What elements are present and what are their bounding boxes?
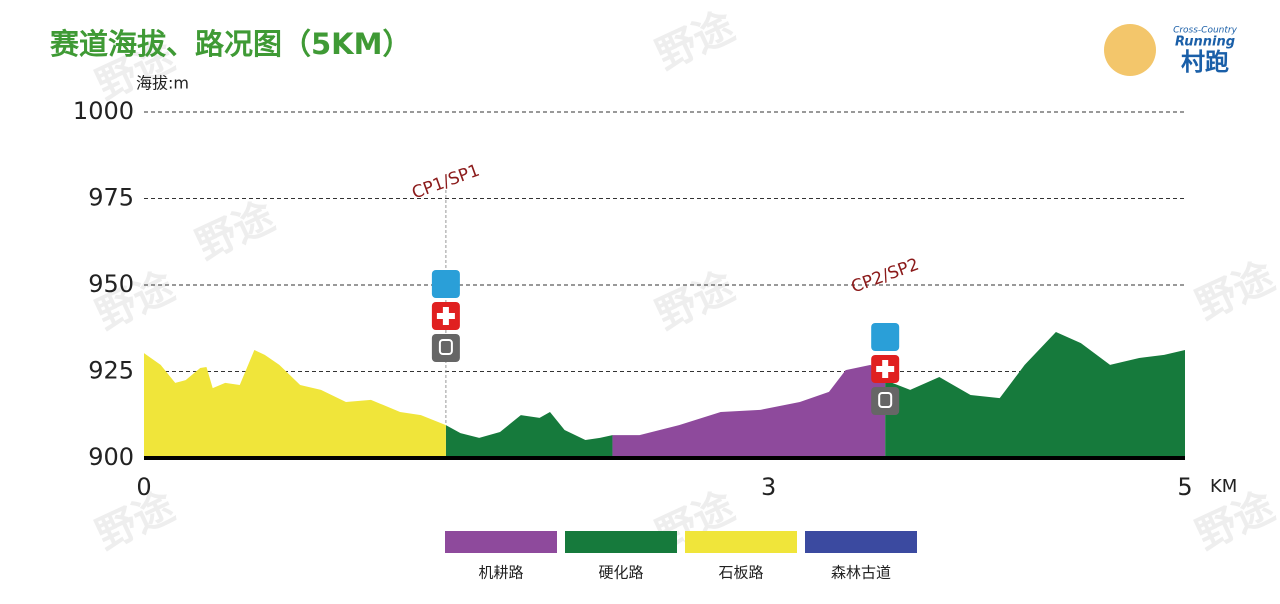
legend-label: 石板路: [718, 564, 763, 582]
icon-medical-cross-v: [442, 307, 449, 325]
icon-drink: [431, 270, 460, 298]
logo-face: [1104, 24, 1156, 76]
x-tick-label: 5: [1177, 473, 1192, 501]
logo-text: Running: [1175, 35, 1235, 50]
legend-label: 硬化路: [598, 564, 643, 582]
legend-swatch: [445, 531, 557, 553]
icon-drink: [871, 323, 900, 351]
elevation-area: [144, 350, 446, 458]
elevation-area: [612, 364, 886, 458]
y-tick-label: 1000: [73, 97, 134, 125]
checkpoint-label: CP2/SP2: [849, 255, 922, 298]
icon-medical-cross-v: [882, 360, 889, 378]
y-tick-label: 900: [88, 443, 134, 471]
x-tick-label: 3: [761, 473, 776, 501]
y-axis-label: 海拔:m: [136, 74, 189, 93]
logo: Cross-Country Running 村跑: [1104, 24, 1238, 76]
x-axis-label: KM: [1210, 476, 1237, 497]
watermark: 野途: [649, 264, 741, 339]
y-tick-label: 950: [88, 270, 134, 298]
legend-label: 森林古道: [831, 564, 891, 582]
legend-label: 机耕路: [478, 564, 523, 582]
legend-swatch: [565, 531, 677, 553]
y-tick-label: 975: [88, 184, 134, 212]
y-tick-label: 925: [88, 357, 134, 385]
watermark: 野途: [1189, 254, 1280, 329]
logo-text: Cross-Country: [1173, 26, 1238, 36]
elevation-area: [445, 332, 1185, 458]
icon-bag-inner: [438, 339, 453, 355]
icon-bag: [431, 334, 460, 362]
legend-swatch: [685, 531, 797, 553]
chart-title: 赛道海拔、路况图（5KM）: [49, 27, 412, 61]
watermark: 野途: [189, 194, 281, 269]
watermark: 野途: [649, 4, 741, 79]
icon-bag: [871, 387, 900, 415]
x-tick-label: 0: [136, 473, 151, 501]
icon-bag-inner: [878, 392, 893, 408]
legend-swatch: [805, 531, 917, 553]
logo-text: 村跑: [1181, 48, 1229, 76]
